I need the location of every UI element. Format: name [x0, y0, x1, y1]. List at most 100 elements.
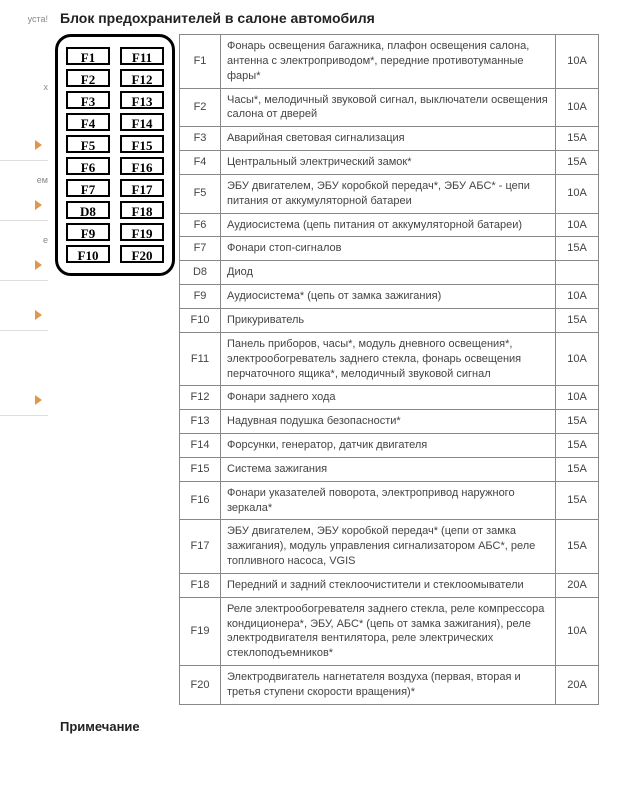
fuse-slot: D8	[66, 201, 110, 219]
fuse-desc: ЭБУ двигателем, ЭБУ коробкой передач*, Э…	[221, 174, 556, 213]
fuse-slot: F6	[66, 157, 110, 175]
fuse-amp: 15A	[556, 127, 599, 151]
fuse-id: F3	[180, 127, 221, 151]
margin-marker	[0, 200, 48, 210]
fuse-slot: F20	[120, 245, 164, 263]
fuse-slot: F16	[120, 157, 164, 175]
fuse-amp: 15A	[556, 434, 599, 458]
margin-sep	[0, 220, 48, 222]
margin-text: уста!	[0, 14, 52, 24]
margin-text: х	[0, 82, 52, 92]
fuse-desc: Фонари стоп-сигналов	[221, 237, 556, 261]
table-row: F14Форсунки, генератор, датчик двигателя…	[180, 434, 599, 458]
margin-sep	[0, 160, 48, 162]
fuse-slot: F17	[120, 179, 164, 197]
fuse-id: F13	[180, 410, 221, 434]
table-row: F19Реле электрообогревателя заднего стек…	[180, 597, 599, 665]
fuse-slot: F10	[66, 245, 110, 263]
fuse-id: F16	[180, 481, 221, 520]
fuse-slot: F14	[120, 113, 164, 131]
fuse-amp: 10A	[556, 213, 599, 237]
table-row: F2Часы*, мелодичный звуковой сигнал, вык…	[180, 88, 599, 127]
fuse-slot: F13	[120, 91, 164, 109]
fuse-id: F14	[180, 434, 221, 458]
fuse-slot: F12	[120, 69, 164, 87]
fuse-amp: 10A	[556, 332, 599, 386]
fuse-slot: F3	[66, 91, 110, 109]
fuse-desc: Центральный электрический замок*	[221, 151, 556, 175]
table-row: F9Аудиосистема* (цепь от замка зажигания…	[180, 285, 599, 309]
fuse-id: F9	[180, 285, 221, 309]
fuse-amp: 20A	[556, 666, 599, 705]
table-row: F18Передний и задний стеклоочистители и …	[180, 573, 599, 597]
fuse-id: F11	[180, 332, 221, 386]
table-row: F6Аудиосистема (цепь питания от аккумуля…	[180, 213, 599, 237]
table-row: F11Панель приборов, часы*, модуль дневно…	[180, 332, 599, 386]
fuse-amp: 15A	[556, 237, 599, 261]
fuse-amp: 15A	[556, 520, 599, 574]
fuse-id: F1	[180, 35, 221, 89]
fuse-slot: F15	[120, 135, 164, 153]
table-row: F7Фонари стоп-сигналов15A	[180, 237, 599, 261]
fuse-desc: Фонарь освещения багажника, плафон освещ…	[221, 35, 556, 89]
footnote: Примечание	[60, 719, 630, 734]
fuse-id: F10	[180, 308, 221, 332]
fuse-desc: Электродвигатель нагнетателя воздуха (пе…	[221, 666, 556, 705]
fuse-desc: Часы*, мелодичный звуковой сигнал, выклю…	[221, 88, 556, 127]
table-row: F12Фонари заднего хода10A	[180, 386, 599, 410]
fuse-slot: F11	[120, 47, 164, 65]
margin-text: ем	[0, 175, 52, 185]
fuse-id: F6	[180, 213, 221, 237]
fuse-desc: Аудиосистема* (цепь от замка зажигания)	[221, 285, 556, 309]
fuse-desc: Форсунки, генератор, датчик двигателя	[221, 434, 556, 458]
table-row: F5ЭБУ двигателем, ЭБУ коробкой передач*,…	[180, 174, 599, 213]
fuse-table: F1Фонарь освещения багажника, плафон осв…	[179, 34, 599, 705]
fuse-amp: 15A	[556, 410, 599, 434]
fuse-id: F19	[180, 597, 221, 665]
fuse-amp: 15A	[556, 481, 599, 520]
margin-marker	[0, 140, 48, 150]
page-title: Блок предохранителей в салоне автомобиля	[60, 10, 630, 26]
fuse-id: F17	[180, 520, 221, 574]
fuse-desc: Аудиосистема (цепь питания от аккумулято…	[221, 213, 556, 237]
fuse-amp: 10A	[556, 35, 599, 89]
margin-marker	[0, 395, 48, 405]
fuse-amp: 10A	[556, 174, 599, 213]
fuse-slot: F9	[66, 223, 110, 241]
fuse-desc: Реле электрообогревателя заднего стекла,…	[221, 597, 556, 665]
fuse-id: F18	[180, 573, 221, 597]
fuse-slot: F7	[66, 179, 110, 197]
fuse-amp: 15A	[556, 308, 599, 332]
fuse-amp	[556, 261, 599, 285]
table-row: F1Фонарь освещения багажника, плафон осв…	[180, 35, 599, 89]
table-row: F17ЭБУ двигателем, ЭБУ коробкой передач*…	[180, 520, 599, 574]
fuse-slot: F4	[66, 113, 110, 131]
fuse-slot: F18	[120, 201, 164, 219]
margin-sep	[0, 280, 48, 282]
fuse-desc: Прикуриватель	[221, 308, 556, 332]
fuse-amp: 10A	[556, 285, 599, 309]
table-row: F13Надувная подушка безопасности*15A	[180, 410, 599, 434]
fuse-desc: Надувная подушка безопасности*	[221, 410, 556, 434]
fuse-desc: ЭБУ двигателем, ЭБУ коробкой передач* (ц…	[221, 520, 556, 574]
content: F1F2F3F4F5F6F7D8F9F10 F11F12F13F14F15F16…	[55, 34, 630, 705]
table-row: F3Аварийная световая сигнализация15A	[180, 127, 599, 151]
table-row: F10Прикуриватель15A	[180, 308, 599, 332]
fuse-id: F2	[180, 88, 221, 127]
fuse-desc: Система зажигания	[221, 457, 556, 481]
page: уста! х ем е Блок предохранителей в сало…	[0, 0, 640, 744]
fuse-id: F20	[180, 666, 221, 705]
fuse-amp: 15A	[556, 151, 599, 175]
fuse-desc: Диод	[221, 261, 556, 285]
table-row: D8Диод	[180, 261, 599, 285]
fuse-slot: F5	[66, 135, 110, 153]
margin-sep	[0, 330, 48, 332]
fuse-amp: 10A	[556, 88, 599, 127]
fuse-desc: Панель приборов, часы*, модуль дневного …	[221, 332, 556, 386]
fuse-slot: F2	[66, 69, 110, 87]
fuse-desc: Фонари заднего хода	[221, 386, 556, 410]
table-row: F15Система зажигания15A	[180, 457, 599, 481]
fuse-amp: 15A	[556, 457, 599, 481]
fuse-desc: Передний и задний стеклоочистители и сте…	[221, 573, 556, 597]
fuse-id: F15	[180, 457, 221, 481]
